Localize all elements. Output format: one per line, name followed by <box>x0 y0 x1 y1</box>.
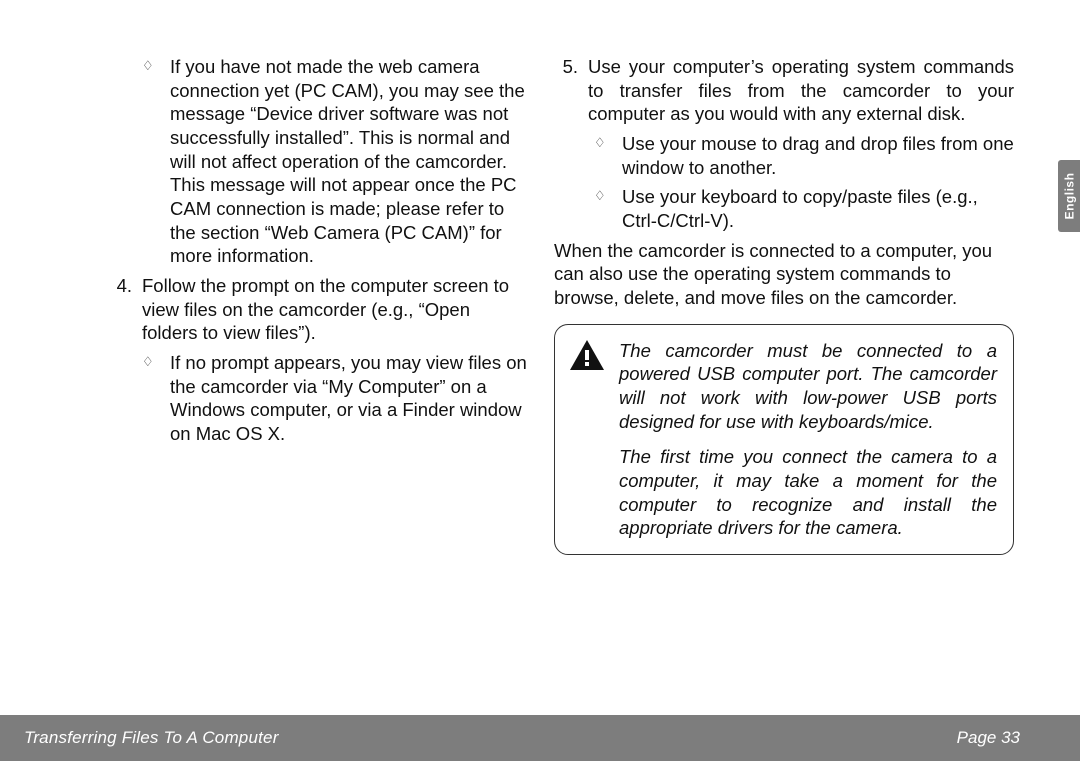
step-4: 4. Follow the prompt on the computer scr… <box>112 274 530 345</box>
language-tab: English <box>1058 160 1080 232</box>
warning-note-box: The camcorder must be connected to a pow… <box>554 324 1014 555</box>
step-4-number: 4. <box>112 274 142 345</box>
step-5-text: Use your computer’s operating system com… <box>588 55 1014 126</box>
note-no-prompt-text: If no prompt appears, you may view files… <box>170 351 530 446</box>
content-columns: ♢ If you have not made the web camera co… <box>80 55 1020 555</box>
note-pc-cam-text: If you have not made the web camera conn… <box>170 55 530 268</box>
tip-drag-drop-text: Use your mouse to drag and drop files fr… <box>622 132 1014 179</box>
right-column: 5. Use your computer’s operating system … <box>554 55 1014 555</box>
left-column: ♢ If you have not made the web camera co… <box>80 55 530 555</box>
tip-copy-paste-text: Use your keyboard to copy/paste files (e… <box>622 185 1014 232</box>
manual-page: ♢ If you have not made the web camera co… <box>0 0 1080 761</box>
connected-paragraph: When the camcorder is connected to a com… <box>554 239 1014 310</box>
diamond-icon: ♢ <box>594 132 622 179</box>
note-no-prompt: ♢ If no prompt appears, you may view fil… <box>142 351 530 446</box>
diamond-icon: ♢ <box>142 55 170 268</box>
note-pc-cam: ♢ If you have not made the web camera co… <box>142 55 530 268</box>
note-first-connect: The first time you connect the camera to… <box>619 445 997 540</box>
warning-icon <box>569 339 605 371</box>
warning-note-body: The camcorder must be connected to a pow… <box>619 339 997 540</box>
page-footer: Transferring Files To A Computer Page 33 <box>0 715 1080 761</box>
step-5: 5. Use your computer’s operating system … <box>558 55 1014 126</box>
note-usb-power: The camcorder must be connected to a pow… <box>619 339 997 434</box>
tip-copy-paste: ♢ Use your keyboard to copy/paste files … <box>594 185 1014 232</box>
diamond-icon: ♢ <box>142 351 170 446</box>
diamond-icon: ♢ <box>594 185 622 232</box>
footer-page-number: Page 33 <box>957 728 1020 748</box>
language-tab-label: English <box>1062 173 1076 220</box>
step-5-number: 5. <box>558 55 588 126</box>
footer-section-title: Transferring Files To A Computer <box>24 728 279 748</box>
step-4-text: Follow the prompt on the computer screen… <box>142 274 530 345</box>
tip-drag-drop: ♢ Use your mouse to drag and drop files … <box>594 132 1014 179</box>
